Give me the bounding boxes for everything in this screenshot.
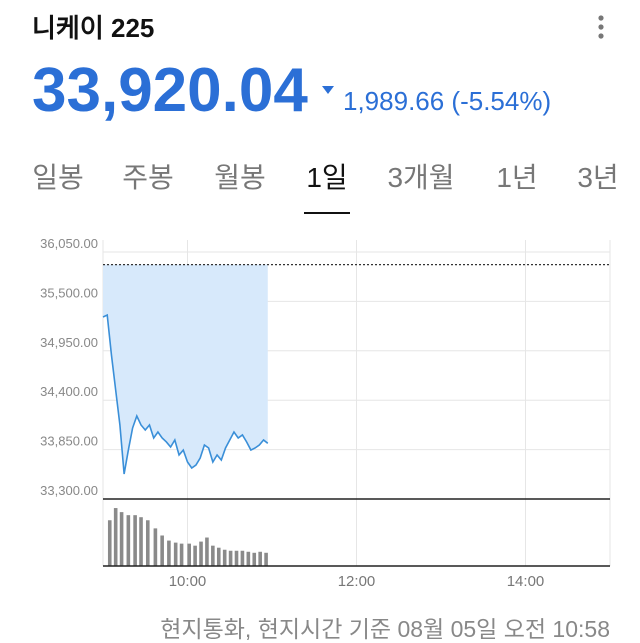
chart: 36,050.00 35,500.00 34,950.00 34,400.00 33,8…	[40, 236, 611, 590]
tab[interactable]: 일봉	[32, 162, 84, 193]
volume-bar	[258, 551, 262, 566]
dot	[598, 15, 604, 21]
volume-bar	[246, 551, 251, 566]
tab-bar: 일봉 주봉 월봉 1일 3개월 1년 3년	[32, 162, 619, 214]
y-tick-label: 33,850.00	[40, 434, 98, 449]
y-tick-label: 33,300.00	[40, 483, 98, 498]
y-tick-label: 35,500.00	[40, 285, 98, 300]
dot	[598, 24, 604, 30]
x-tick-label: 12:00	[338, 573, 376, 590]
tab[interactable]: 1년	[496, 162, 537, 193]
volume-bar	[252, 552, 257, 566]
volume-bar	[228, 550, 233, 566]
footer-note: 현지통화, 현지시간 기준 08월 05일 오전 10:58	[160, 616, 610, 642]
tab[interactable]: 3년	[577, 162, 618, 193]
tab[interactable]: 주봉	[122, 162, 174, 193]
volume-bar	[211, 545, 215, 566]
volume-bar	[179, 543, 184, 566]
volume-bar	[119, 512, 124, 566]
tab[interactable]: 3개월	[387, 162, 454, 193]
volume-bar	[205, 537, 209, 566]
volume-bar	[187, 543, 191, 566]
volume-bar	[160, 535, 164, 566]
volume-bar	[193, 545, 197, 566]
price-change: 1,989.66 (-5.54%)	[343, 86, 551, 116]
price: 33,920.04	[32, 56, 308, 125]
volume-bar	[234, 550, 239, 566]
volume-bar	[240, 550, 245, 566]
y-tick-label: 34,950.00	[40, 335, 98, 350]
y-tick-label: 36,050.00	[40, 236, 98, 251]
volume-bar	[113, 508, 118, 566]
tab[interactable]: 월봉	[214, 162, 266, 193]
volume-bar	[145, 520, 150, 566]
volume-bar	[153, 528, 158, 566]
title: 니케이 225	[32, 13, 154, 43]
volume-bar	[107, 520, 112, 566]
down-arrow	[322, 86, 334, 94]
volume-bar	[216, 547, 221, 566]
price-line	[102, 313, 269, 475]
area	[103, 264, 268, 475]
volume-bar	[264, 552, 268, 566]
volume-bar	[139, 517, 143, 566]
tab[interactable]: 1일	[306, 162, 347, 193]
volume-bar	[167, 540, 171, 566]
dot	[598, 33, 604, 39]
volume-bar	[173, 542, 178, 566]
y-tick-label: 34,400.00	[40, 384, 98, 399]
volume-bar	[199, 541, 203, 566]
menu-button[interactable]	[598, 15, 604, 39]
volume-bar	[222, 549, 227, 566]
tab-underline	[304, 212, 350, 214]
x-tick-label: 14:00	[507, 573, 545, 590]
x-tick-label: 10:00	[169, 573, 207, 590]
volume-bar	[126, 515, 131, 566]
volume-bar	[133, 515, 137, 566]
